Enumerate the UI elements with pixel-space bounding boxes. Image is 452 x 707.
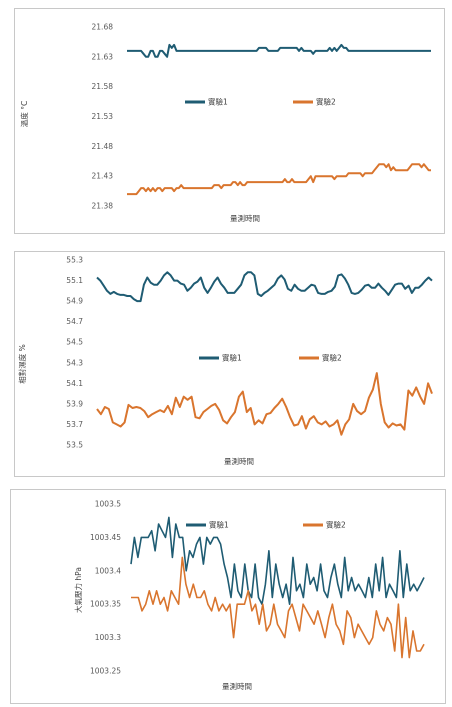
y-tick-label: 53.9 [66, 399, 83, 408]
y-tick-label: 1003.45 [90, 533, 121, 542]
legend-label: 實驗1 [208, 97, 228, 107]
legend-label: 實驗2 [326, 520, 346, 530]
x-axis-label: 量測時間 [224, 456, 254, 466]
x-axis-label: 量測時間 [222, 681, 252, 691]
x-axis-label: 量測時間 [230, 213, 260, 223]
y-tick-label: 54.5 [66, 338, 83, 347]
y-tick-label: 54.3 [66, 358, 83, 367]
pressure-chart: 1003.5 1003.45 1003.4 1003.35 1003.3 1003.25 大… [10, 489, 446, 704]
legend-label: 實驗2 [316, 97, 336, 107]
chart-svg: 21.68 21.63 21.58 21.53 21.48 21.43 21.38 溫度 °C… [19, 23, 431, 223]
series-line-1 [127, 43, 431, 58]
y-tick-label: 1003.25 [90, 667, 121, 676]
y-axis-label: 相對濕度 % [17, 344, 27, 384]
y-tick-label: 21.63 [92, 52, 114, 61]
legend-label: 實驗1 [222, 353, 242, 363]
chart-svg: 1003.5 1003.45 1003.4 1003.35 1003.3 1003.25 大… [73, 500, 425, 691]
y-tick-label: 53.5 [66, 441, 83, 450]
series-line-2 [127, 163, 431, 196]
legend-label: 實驗1 [209, 520, 229, 530]
series-line-1 [96, 271, 433, 303]
y-tick-label: 21.38 [92, 202, 114, 211]
humidity-chart: 55.3 55.1 54.9 54.7 54.5 54.3 54.1 53.9 53.7 53.5… [14, 251, 445, 477]
y-tick-label: 21.58 [92, 82, 114, 91]
y-tick-label: 54.1 [66, 379, 83, 388]
y-tick-label: 55.3 [66, 256, 83, 265]
y-tick-label: 1003.35 [90, 600, 121, 609]
y-tick-label: 21.68 [92, 23, 114, 32]
y-tick-label: 21.48 [92, 142, 114, 151]
series-line-1 [130, 516, 425, 605]
y-tick-label: 1003.4 [95, 566, 121, 575]
y-tick-label: 54.9 [66, 297, 83, 306]
chart-svg: 55.3 55.1 54.9 54.7 54.5 54.3 54.1 53.9 53.7 53.5… [17, 256, 433, 466]
y-tick-label: 53.7 [66, 420, 83, 429]
series-line-2 [96, 372, 433, 436]
y-tick-label: 21.53 [92, 112, 114, 121]
y-tick-label: 1003.3 [95, 633, 121, 642]
y-axis-label: 溫度 °C [19, 101, 29, 127]
temperature-chart: 21.68 21.63 21.58 21.53 21.48 21.43 21.38 溫度 °C… [14, 8, 445, 234]
y-tick-label: 21.43 [92, 172, 114, 181]
y-tick-label: 1003.5 [95, 500, 121, 509]
legend-label: 實驗2 [322, 353, 342, 363]
y-axis-label: 大氣壓力 hPa [73, 567, 83, 613]
y-tick-label: 55.1 [66, 276, 83, 285]
series-line-2 [131, 556, 425, 659]
y-tick-label: 54.7 [66, 317, 83, 326]
